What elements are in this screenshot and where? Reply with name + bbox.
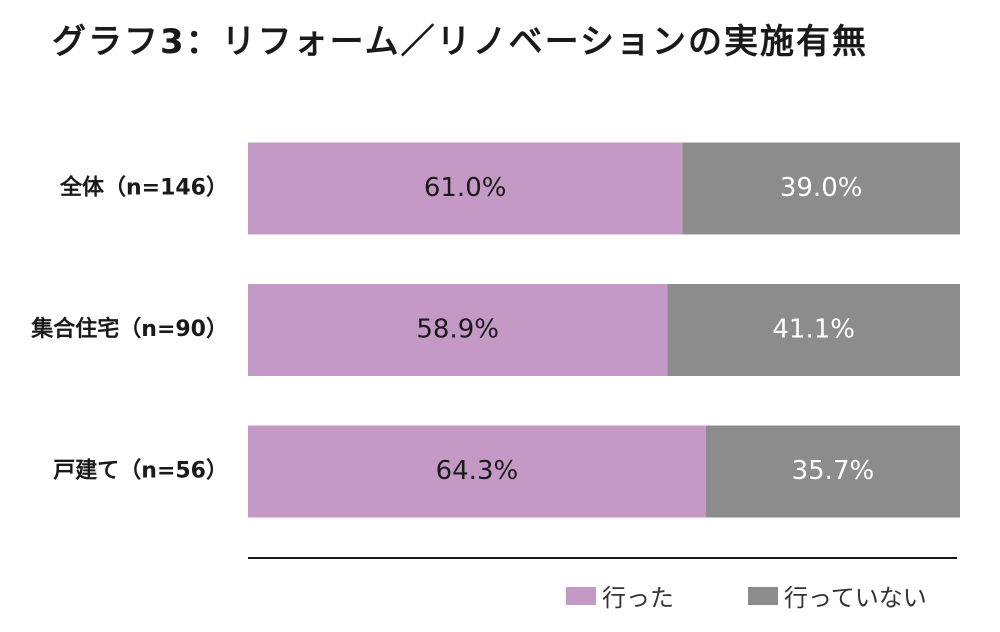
data-label: 39.0% — [780, 173, 863, 203]
category-label: 集合住宅（n=90） — [30, 316, 228, 342]
bar-segment — [667, 284, 960, 376]
legend-item-not-done: 行っていない — [748, 578, 927, 613]
bar-segment — [248, 142, 683, 235]
bar-segment — [705, 425, 960, 518]
data-label: 61.0% — [424, 173, 507, 203]
data-label: 64.3% — [436, 456, 519, 486]
category-label: 戸建て（n=56） — [53, 459, 228, 484]
legend-swatch-done — [566, 586, 596, 605]
bar-segment — [248, 284, 668, 376]
category-label: 全体（n=146） — [59, 175, 228, 201]
legend-label-done: 行った — [602, 584, 674, 612]
bar-segment — [682, 142, 960, 235]
legend-label-not-done: 行っていない — [784, 584, 927, 612]
data-label: 41.1% — [772, 315, 855, 345]
chart-title: グラフ3：リフォーム／リノベーションの実施有無 — [52, 22, 868, 62]
bar-segment — [248, 425, 706, 518]
data-label: 58.9% — [416, 315, 499, 345]
data-label: 35.7% — [792, 456, 875, 486]
legend-swatch-not-done — [748, 586, 778, 605]
legend-item-done: 行った — [566, 578, 674, 613]
